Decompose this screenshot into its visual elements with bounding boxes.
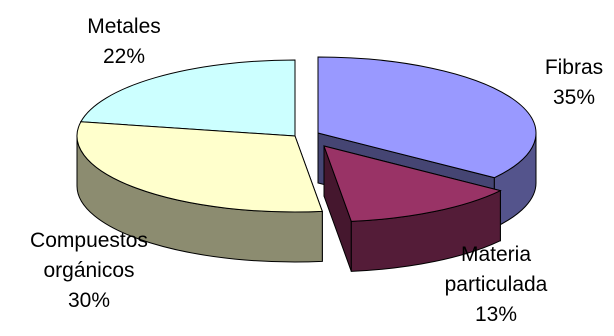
slice-label-line: 22% xyxy=(103,45,145,68)
slice-label-line: 35% xyxy=(553,86,595,109)
slice-label-line: 13% xyxy=(475,303,517,326)
slice-label-line: 30% xyxy=(68,289,110,312)
slice-labels: Fibras 35% Materia particulada 13% Compuestos… xyxy=(30,15,603,326)
slice-label-line: Compuestos xyxy=(30,229,148,252)
slice-label-line: Metales xyxy=(87,15,161,38)
slice-metales xyxy=(80,59,296,137)
slice-label-line: orgánicos xyxy=(43,259,134,282)
slice-compuestos-organicos xyxy=(76,121,324,213)
slice-label-compuestos-organicos: Compuestos orgánicos 30% xyxy=(30,229,148,312)
slice-label-materia-particulada: Materia particulada 13% xyxy=(445,243,548,326)
slice-label-line: particulada xyxy=(445,273,548,296)
slice-label-metales: Metales 22% xyxy=(87,15,161,68)
pie-slices xyxy=(76,56,537,272)
slice-fibras xyxy=(317,56,537,179)
slice-label-line: Fibras xyxy=(545,56,603,79)
slice-label-fibras: Fibras 35% xyxy=(545,56,603,109)
slice-label-line: Materia xyxy=(461,243,531,266)
slice-materia-particulada xyxy=(323,145,502,222)
